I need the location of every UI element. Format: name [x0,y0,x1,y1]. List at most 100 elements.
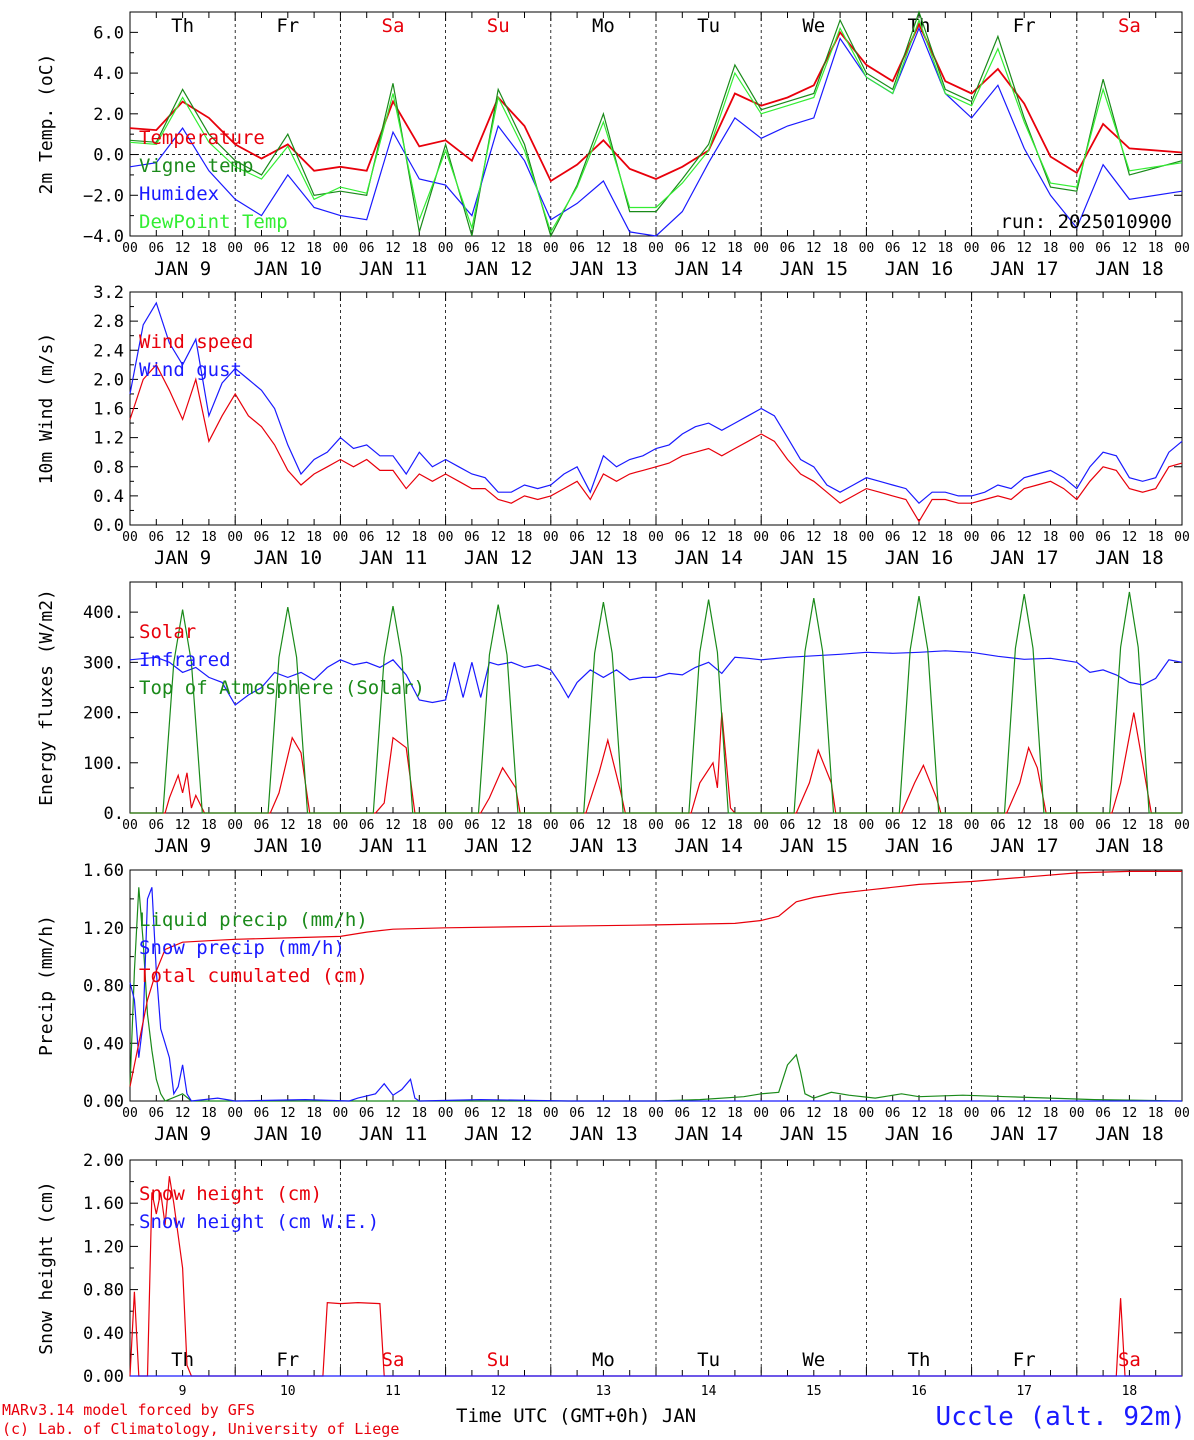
hour-tick-label: 12 [911,818,927,833]
hour-tick-label: 18 [622,530,638,545]
date-label: JAN 11 [359,258,428,280]
hour-tick-label: 06 [1095,530,1111,545]
hour-tick-label: 06 [885,818,901,833]
hour-tick-label: 06 [1095,818,1111,833]
date-label: JAN 15 [779,1123,848,1145]
day-of-week-label: We [802,1349,825,1371]
date-label: JAN 17 [990,258,1059,280]
hour-tick-label: 06 [254,530,270,545]
hour-tick-label: 06 [885,241,901,256]
y-tick-label: 1.6 [93,400,124,420]
y-tick-label: 0.8 [93,458,124,478]
y-tick-label: 1.60 [83,1194,124,1214]
hour-tick-label: 06 [569,530,585,545]
hour-tick-label: 00 [648,1106,664,1121]
hour-tick-label: 00 [333,530,349,545]
hour-tick-label: 00 [438,530,454,545]
y-tick-label: 0.0 [93,146,124,166]
time-axis-title: Time UTC (GMT+0h) JAN [456,1405,697,1427]
hour-tick-label: 06 [569,818,585,833]
hour-tick-label: 00 [1069,818,1085,833]
hour-tick-label: 18 [727,1106,743,1121]
y-tick-label: 1.20 [83,1237,124,1257]
hour-tick-label: 00 [122,241,138,256]
hour-tick-label: 06 [148,241,164,256]
hour-tick-label: 00 [227,241,243,256]
hour-tick-label: 18 [1043,818,1059,833]
y-tick-label: 400. [83,603,124,623]
hour-tick-label: 12 [1122,818,1138,833]
legend-entry: DewPoint Temp [139,211,288,233]
hour-tick-label: 18 [1148,241,1164,256]
date-label: JAN 12 [464,1123,533,1145]
day-of-week-label: Su [487,1349,510,1371]
y-tick-label: −4.0 [83,227,124,247]
hour-tick-label: 06 [464,818,480,833]
hour-tick-label: 00 [438,818,454,833]
hour-tick-label: 12 [806,818,822,833]
y-tick-label: 1.60 [83,861,124,881]
hour-tick-label: 18 [937,1106,953,1121]
date-label: JAN 12 [464,258,533,280]
date-label: JAN 16 [885,1123,954,1145]
day-of-week-label: Fr [276,1349,299,1371]
day-of-week-label: Sa [382,15,405,37]
hour-tick-label: 12 [385,1106,401,1121]
hour-tick-label: 18 [1148,1106,1164,1121]
day-number-label: 14 [701,1384,717,1399]
hour-tick-label: 06 [674,818,690,833]
date-label: JAN 9 [154,258,211,280]
hour-tick-label: 00 [753,1106,769,1121]
legend-entry: Top of Atmosphere (Solar) [139,677,425,699]
hour-tick-label: 18 [411,818,427,833]
date-label: JAN 18 [1095,258,1164,280]
day-of-week-label: Th [171,1349,194,1371]
hour-tick-label: 12 [490,530,506,545]
date-label: JAN 10 [253,547,322,569]
hour-tick-label: 18 [622,241,638,256]
hour-tick-label: 00 [543,818,559,833]
y-tick-label: 0.80 [83,1281,124,1301]
y-tick-label: 0.80 [83,977,124,997]
hour-tick-label: 12 [596,241,612,256]
legend-entry: Snow height (cm W.E.) [139,1211,379,1233]
hour-tick-label: 06 [569,1106,585,1121]
date-label: JAN 18 [1095,547,1164,569]
day-of-week-label: Su [487,15,510,37]
legend-entry: Wind gust [139,359,242,381]
hour-tick-label: 00 [753,818,769,833]
hour-tick-label: 00 [648,818,664,833]
hour-tick-label: 12 [175,241,191,256]
date-label: JAN 14 [674,547,743,569]
hour-tick-label: 00 [122,818,138,833]
hour-tick-label: 12 [911,530,927,545]
y-tick-label: 2.0 [93,105,124,125]
hour-tick-label: 18 [306,530,322,545]
hour-tick-label: 18 [937,818,953,833]
date-label: JAN 15 [779,835,848,857]
series-line-wind-gust [129,301,1183,505]
day-of-week-label: Mo [592,1349,615,1371]
date-label: JAN 13 [569,835,638,857]
hour-tick-label: 18 [832,530,848,545]
hour-tick-label: 00 [333,241,349,256]
y-tick-label: 0.40 [83,1324,124,1344]
y-tick-label: 3.2 [93,283,124,303]
hour-tick-label: 18 [622,818,638,833]
hour-tick-label: 00 [964,1106,980,1121]
hour-tick-label: 12 [385,241,401,256]
hour-tick-label: 00 [1174,818,1190,833]
hour-tick-label: 12 [1122,241,1138,256]
hour-tick-label: 18 [201,1106,217,1121]
hour-tick-label: 12 [596,1106,612,1121]
date-label: JAN 13 [569,547,638,569]
hour-tick-label: 00 [122,1106,138,1121]
hour-tick-label: 06 [254,1106,270,1121]
hour-tick-label: 18 [1043,1106,1059,1121]
y-tick-label: 100. [83,754,124,774]
hour-tick-label: 00 [1174,530,1190,545]
y-tick-label: 0.4 [93,487,124,507]
hour-tick-label: 12 [701,818,717,833]
hour-tick-label: 18 [622,1106,638,1121]
